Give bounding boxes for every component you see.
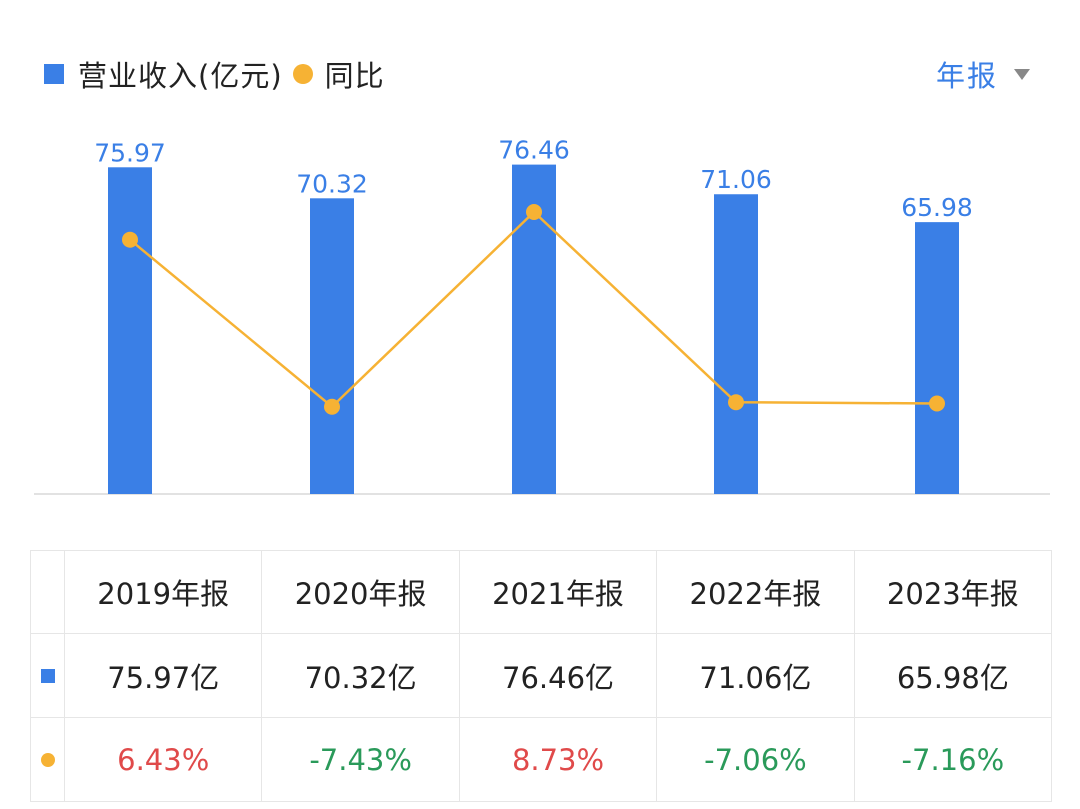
revenue-chart: 75.97 70.32 76.46 71.06 65.98 [34,136,1050,495]
yoy-cell: 8.73% [460,718,658,801]
yoy-legend-label: 同比 [324,59,385,93]
table-header-cell: 2020年报 [262,551,460,633]
yoy-point [526,204,542,220]
revenue-row-marker [31,634,65,717]
revenue-data-label: 71.06 [700,165,772,194]
table-header-cell: 2019年报 [65,551,263,633]
period-dropdown-label: 年报 [935,59,998,93]
revenue-data-label: 75.97 [94,138,166,167]
period-dropdown[interactable]: 年报 [936,52,1030,96]
revenue-cell: 70.32亿 [262,634,460,717]
revenue-bar [108,167,152,494]
revenue-cell: 71.06亿 [657,634,855,717]
yoy-legend-marker [292,64,313,84]
revenue-cell: 75.97亿 [65,634,263,717]
revenue-bar [915,222,959,494]
yoy-point [929,395,945,412]
yoy-cell: -7.06% [657,718,855,801]
yoy-point [728,394,744,411]
chart-legend: 营业收入(亿元) 同比 [44,52,385,96]
yoy-point [324,398,340,415]
revenue-legend-marker [44,64,64,84]
revenue-data-label: 76.46 [498,136,570,165]
table-row-yoy: 6.43% -7.43% 8.73% -7.06% -7.16% [31,717,1051,801]
table-header-cell: 2022年报 [657,551,855,633]
chevron-down-icon [1014,68,1030,80]
table-corner-cell [31,551,65,633]
revenue-square-icon [40,668,55,683]
yoy-dot-icon [40,752,55,767]
yoy-row-marker [31,718,65,801]
yoy-point [122,231,138,248]
revenue-cell: 65.98亿 [896,660,1009,695]
revenue-bar [714,194,758,494]
revenue-cell: 76.46亿 [460,634,658,717]
table-header-cell: 2021年报 [460,551,658,633]
revenue-bar [310,198,354,494]
revenue-data-label: 70.32 [296,169,368,198]
revenue-data-label: 65.98 [901,193,973,222]
revenue-legend-label: 营业收入(亿元) [78,59,283,93]
yoy-cell: -7.43% [262,718,460,801]
table-row-revenue: 75.97亿 70.32亿 76.46亿 71.06亿 65.98亿 [31,633,1051,717]
yoy-cell: 6.43% [65,718,263,801]
data-table: 2019年报 2020年报 2021年报 2022年报 2023年报 75.97… [30,550,1052,802]
table-header-cell: 2023年报 [886,577,1019,611]
yoy-cell: -7.16% [901,742,1005,777]
table-header-row: 2019年报 2020年报 2021年报 2022年报 2023年报 [31,551,1051,633]
